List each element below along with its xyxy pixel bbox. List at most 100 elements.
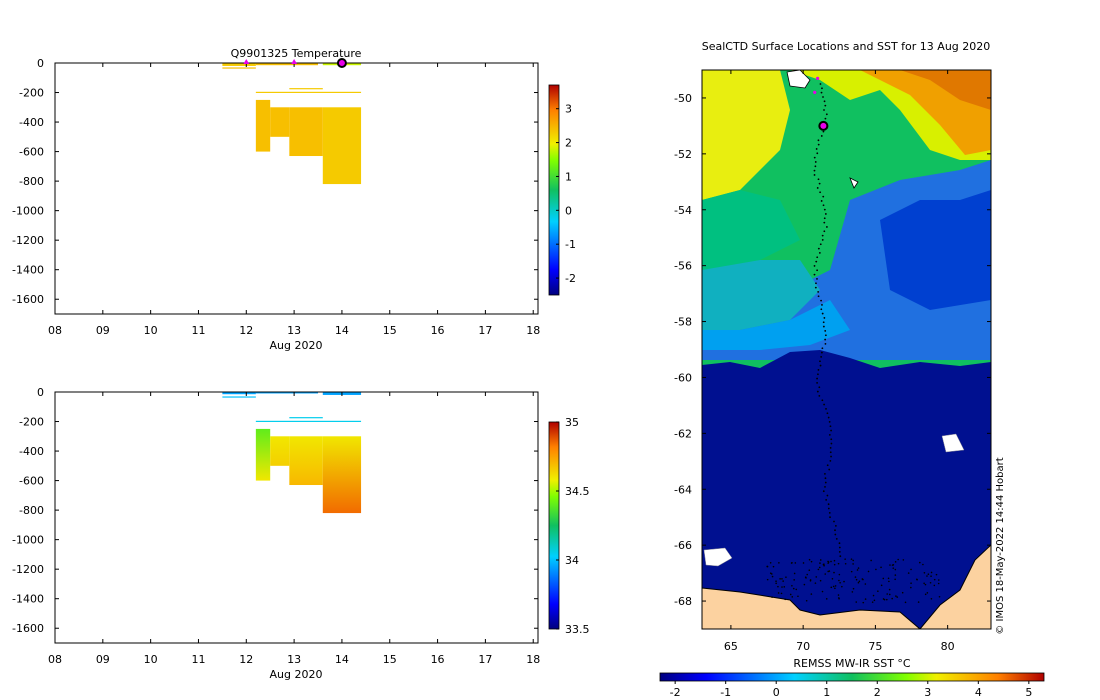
profile-cell [255, 392, 319, 394]
track-dot [791, 596, 794, 598]
sst-colorbar-tick-label: 2 [874, 686, 881, 699]
x-tick-label: 09 [96, 653, 110, 666]
seal-track [766, 83, 941, 604]
track-dot [817, 247, 820, 250]
track-dot [820, 351, 823, 354]
track-dot [886, 598, 888, 601]
colorbar-tick-label: 2 [565, 137, 572, 150]
track-dot [864, 598, 867, 600]
track-dot [822, 325, 825, 328]
sst-colorbar-label: REMSS MW-IR SST °C [793, 657, 911, 670]
track-dot [824, 338, 827, 341]
track-dot [816, 390, 819, 393]
track-dot [821, 312, 824, 315]
surface-marker [243, 59, 250, 64]
colorbar-tick-label: 1 [565, 170, 572, 183]
track-dot [894, 574, 897, 576]
x-tick-label: 11 [191, 653, 205, 666]
map-y-tick-label: -52 [674, 148, 692, 161]
track-dot [880, 584, 883, 587]
track-dot [886, 593, 888, 595]
track-dot [823, 230, 826, 233]
salinity-colorbar [548, 421, 560, 630]
track-dot [823, 564, 825, 567]
profile-cell [255, 63, 319, 66]
map-y-ticks: -50 -52 -54 -56 -58 -60 -62 -64 -66 -68 [674, 92, 991, 608]
track-dot [823, 217, 826, 220]
track-dot [824, 213, 827, 215]
track-dot [824, 117, 827, 120]
track-dot [839, 555, 842, 558]
track-dot [910, 586, 912, 589]
track-dot [813, 174, 816, 176]
track-dot [815, 576, 818, 578]
track-dot [824, 573, 827, 575]
track-dot [829, 459, 832, 462]
map-y-tick-label: -60 [674, 371, 692, 384]
track-dot [904, 601, 907, 604]
sst-colorbar-tick-label: -2 [670, 686, 681, 699]
colorbar-tick-label: 34 [565, 554, 579, 567]
y-tick-label: -200 [19, 416, 44, 429]
track-dot [778, 562, 780, 564]
track-dot [829, 425, 832, 428]
track-dot [831, 577, 834, 580]
track-dot [938, 595, 941, 598]
track-dot [820, 356, 823, 358]
track-dot [816, 256, 819, 259]
track-dot [827, 416, 830, 419]
track-dot [817, 291, 820, 293]
sst-colorbar-tick-label: 5 [1025, 686, 1032, 699]
track-dot [830, 442, 833, 445]
temperature-panel: Q9901325 Temperature 08 09 10 11 12 13 14 15 16 1… [12, 47, 576, 352]
track-dot [861, 578, 864, 580]
track-dot [822, 96, 824, 98]
track-dot [794, 562, 797, 564]
track-dot [830, 429, 832, 432]
track-dot [823, 317, 826, 319]
track-dot [826, 464, 829, 467]
track-dot [816, 278, 818, 280]
track-dot [821, 399, 824, 402]
track-dot [838, 546, 841, 549]
track-dot [822, 490, 825, 493]
track-dot [824, 343, 827, 345]
credit-text: © IMOS 18-May-2022 14:44 Hobart [995, 457, 1006, 634]
track-dot [818, 394, 821, 397]
track-dot [820, 135, 823, 137]
track-dot [856, 569, 859, 571]
map-x-ticks: 65 70 75 80 [724, 70, 955, 653]
track-dot [907, 572, 910, 574]
track-dot [820, 308, 823, 311]
map-markers [813, 76, 829, 131]
track-dot [824, 472, 826, 475]
track-dot [816, 382, 818, 384]
track-dot [830, 586, 833, 589]
track-dot [827, 507, 830, 510]
track-dot [910, 582, 912, 584]
track-dot [821, 239, 824, 241]
track-dot [808, 558, 811, 561]
y-tick-label: -600 [19, 146, 44, 159]
x-tick-label: 18 [526, 324, 540, 337]
track-dot [810, 560, 813, 563]
track-dot [832, 585, 835, 588]
track-dot [792, 587, 795, 590]
track-dot [797, 595, 799, 598]
track-dot [835, 537, 838, 540]
track-dot [837, 562, 840, 565]
track-dot [824, 334, 827, 337]
track-dot [805, 599, 808, 602]
track-dot [902, 559, 905, 561]
salinity-y-ticks: 0 -200 -400 -600 -800 -1000 -1200 -1400 -1600 [12, 386, 538, 635]
map-y-tick-label: -58 [674, 316, 692, 329]
track-dot [824, 330, 827, 332]
track-dot [775, 582, 777, 585]
track-dot [779, 578, 781, 580]
track-dot [922, 563, 924, 566]
colorbar-tick-label: 33.5 [565, 623, 590, 636]
track-dot [815, 148, 818, 150]
track-dot [838, 542, 841, 545]
track-dot [841, 585, 843, 588]
temperature-colorbar [548, 84, 560, 296]
